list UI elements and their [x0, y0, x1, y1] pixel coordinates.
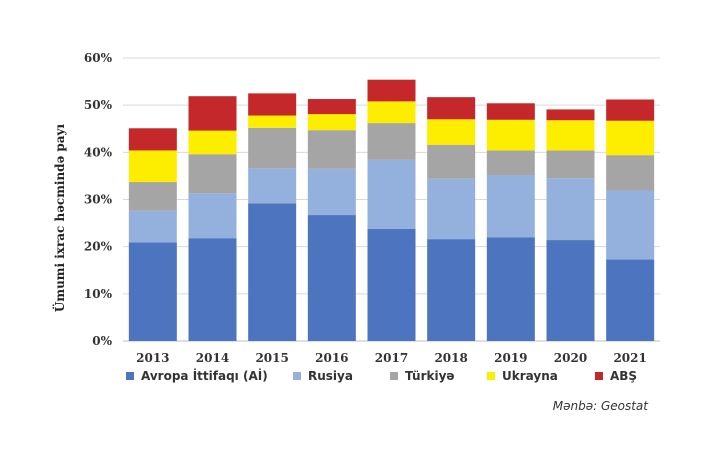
bar-segment — [427, 97, 476, 120]
x-tick-labels: 2013 2014 2015 2016 2017 2018 2019 2020 2021 — [136, 351, 647, 365]
y-tick-label: 30% — [84, 193, 113, 207]
x-tick-label: 2015 — [255, 351, 288, 365]
bar-segment — [128, 242, 177, 341]
bar-segment — [307, 114, 356, 131]
bar-segment — [546, 178, 595, 241]
bar-segment — [248, 115, 297, 128]
bar-segment — [606, 259, 655, 341]
bar-segment — [606, 155, 655, 191]
legend-label: Rusiya — [308, 369, 353, 383]
legend-label: Türkiyə — [405, 369, 455, 383]
bar-segment — [427, 144, 476, 179]
bar-segment — [188, 193, 237, 239]
bar-segment — [307, 168, 356, 216]
x-tick-label: 2021 — [613, 351, 646, 365]
bar-segment — [248, 93, 297, 116]
y-tick-label: 40% — [84, 145, 113, 159]
y-axis-label: Ümumi ixrac həcmində payı — [51, 123, 67, 312]
bar-segment — [367, 228, 416, 341]
bar-segment — [128, 182, 177, 211]
bar-segment — [427, 178, 476, 240]
bar-segment — [546, 109, 595, 121]
bar-segment — [427, 119, 476, 145]
bar-segment — [427, 239, 476, 341]
y-tick-labels: 0% 10% 20% 30% 40% 50% 60% — [84, 51, 113, 348]
bar-segment — [188, 96, 237, 131]
legend-swatch — [487, 372, 495, 380]
bar-segment — [367, 123, 416, 160]
y-tick-label: 60% — [84, 51, 113, 65]
y-tick-label: 0% — [92, 334, 112, 348]
x-tick-label: 2014 — [196, 351, 229, 365]
bar-segment — [606, 190, 655, 260]
x-tick-label: 2017 — [375, 351, 408, 365]
bar-segment — [486, 119, 535, 151]
legend-swatch — [293, 372, 301, 380]
bar-segment — [486, 103, 535, 120]
bar-segment — [248, 127, 297, 169]
y-tick-label: 50% — [84, 98, 113, 112]
bar-segment — [367, 159, 416, 229]
bar-segment — [486, 175, 535, 238]
x-tick-label: 2020 — [554, 351, 587, 365]
y-tick-label: 10% — [84, 287, 113, 301]
bar-segment — [307, 99, 356, 115]
bar-segment — [546, 240, 595, 341]
bar-segment — [128, 128, 177, 151]
y-tick-label: 20% — [84, 240, 113, 254]
legend-swatch — [595, 372, 603, 380]
legend-label: Ukrayna — [502, 369, 558, 383]
bar-segment — [248, 168, 297, 204]
bar-segment — [546, 120, 595, 151]
legend-label: ABŞ — [610, 369, 637, 383]
bar-segment — [307, 130, 356, 169]
bar-segment — [606, 120, 655, 156]
bar-segment — [188, 238, 237, 341]
bar-segment — [188, 130, 237, 155]
legend-swatch — [126, 372, 134, 380]
bar-segment — [128, 210, 177, 243]
source-note: Mənbə: Geostat — [552, 399, 648, 413]
bar-segment — [128, 150, 177, 183]
bar-segment — [606, 99, 655, 121]
bar-segment — [188, 154, 237, 194]
bar-segment — [307, 215, 356, 341]
bar-segment — [248, 203, 297, 341]
bar-segment — [546, 150, 595, 179]
legend: Avropa İttifaqı (Aİ) Rusiya Türkiyə Ukrayna… — [126, 368, 637, 383]
x-tick-label: 2018 — [434, 351, 467, 365]
bar-segment — [486, 237, 535, 341]
x-tick-label: 2016 — [315, 351, 348, 365]
x-tick-label: 2013 — [136, 351, 169, 365]
legend-swatch — [390, 372, 398, 380]
bars — [128, 79, 655, 341]
legend-label: Avropa İttifaqı (Aİ) — [141, 368, 268, 383]
bar-segment — [486, 150, 535, 176]
x-tick-label: 2019 — [494, 351, 527, 365]
bar-segment — [367, 79, 416, 102]
bar-segment — [367, 101, 416, 124]
